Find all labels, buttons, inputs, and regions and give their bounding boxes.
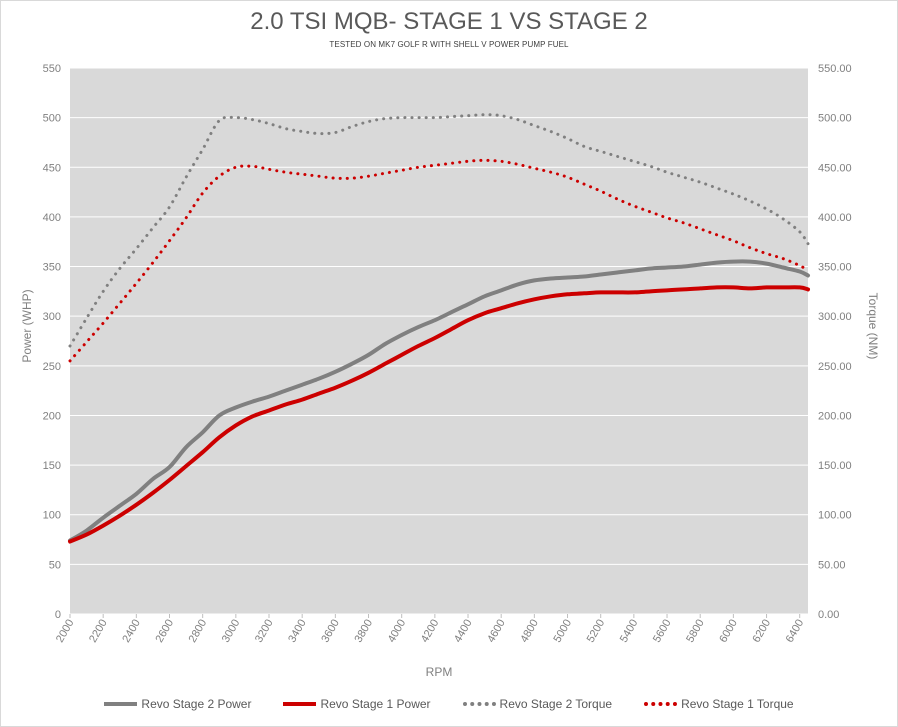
x-tick-label: 2000 (54, 618, 77, 645)
chart-subtitle: TESTED ON MK7 GOLF R WITH SHELL V POWER … (329, 40, 569, 49)
series-stage1-power (68, 285, 810, 544)
legend-swatch-stage1-power (283, 702, 317, 706)
legend-label-stage2-torque: Revo Stage 2 Torque (499, 697, 613, 711)
series-stage2-torque (68, 113, 810, 348)
plot-area (70, 68, 808, 614)
y-tick-label: 100 (43, 510, 61, 522)
x-tick-label: 4400 (452, 618, 475, 645)
y-tick-labels: 0 50 100 150 200 250 300 350 400 450 500 550 (43, 63, 61, 621)
x-tick-label: 3200 (253, 618, 276, 645)
y2-tick-labels: 0.00 50.00 100.00 150.00 200.00 250.00 300.00 3… (818, 63, 852, 621)
y-tick-label: 500 (43, 113, 61, 125)
x-tick-label: 5600 (651, 618, 674, 645)
x-tick-label: 2200 (87, 618, 110, 645)
y2-axis-title: Torque (NM) (866, 293, 880, 360)
y2-tick-label: 50.00 (818, 559, 846, 571)
y2-tick-label: 550.00 (818, 63, 852, 75)
x-tick-label: 6400 (784, 618, 807, 645)
x-tick-label: 5800 (684, 618, 707, 645)
y-tick-label: 200 (43, 410, 61, 422)
legend-label-stage1-power: Revo Stage 1 Power (320, 697, 431, 711)
x-tick-label: 6000 (717, 618, 740, 645)
legend-swatch-stage2-torque (462, 702, 496, 706)
y-tick-label: 150 (43, 460, 61, 472)
y2-tick-label: 450.00 (818, 162, 852, 174)
x-tick-label: 4000 (386, 618, 409, 645)
y2-tick-label: 400.00 (818, 212, 852, 224)
y2-tick-label: 300.00 (818, 311, 852, 323)
y-tick-label: 350 (43, 262, 61, 274)
x-tick-label: 5200 (585, 618, 608, 645)
y-tick-label: 0 (55, 609, 61, 621)
x-tick-label: 3600 (319, 618, 342, 645)
x-tick-labels: 2000 2200 2400 2600 2800 3000 3200 3400 3600 3800… (54, 614, 806, 645)
legend-label-stage1-torque: Revo Stage 1 Torque (681, 697, 794, 711)
x-tick-label: 6200 (751, 618, 774, 645)
y-tick-label: 550 (43, 63, 61, 75)
x-tick-label: 3800 (352, 618, 375, 645)
y2-tick-label: 200.00 (818, 410, 852, 422)
x-tick-label: 4200 (419, 618, 442, 645)
chart-title: 2.0 TSI MQB- STAGE 1 VS STAGE 2 (250, 8, 648, 35)
y-tick-label: 400 (43, 212, 61, 224)
legend-label-stage2-power: Revo Stage 2 Power (141, 697, 252, 711)
y2-tick-label: 0.00 (818, 609, 839, 621)
x-tick-label: 2400 (120, 618, 143, 645)
series-stage1-torque (68, 158, 810, 363)
x-tick-label: 2600 (153, 618, 176, 645)
legend: Revo Stage 2 Power Revo Stage 1 Power Re… (0, 697, 898, 711)
y2-tick-label: 100.00 (818, 510, 852, 522)
y-tick-label: 450 (43, 162, 61, 174)
series-lines (68, 113, 810, 544)
x-tick-label: 2800 (187, 618, 210, 645)
legend-item-stage2-torque: Revo Stage 2 Torque (462, 697, 613, 711)
x-tick-label: 5000 (551, 618, 574, 645)
y2-tick-label: 350.00 (818, 262, 852, 274)
y-axis-title: Power (WHP) (20, 289, 34, 362)
x-tick-label: 3400 (286, 618, 309, 645)
legend-item-stage1-power: Revo Stage 1 Power (283, 697, 431, 711)
x-tick-label: 4800 (518, 618, 541, 645)
y2-tick-label: 500.00 (818, 113, 852, 125)
y2-tick-label: 250.00 (818, 361, 852, 373)
legend-item-stage1-torque: Revo Stage 1 Torque (644, 697, 794, 711)
y-tick-label: 250 (43, 361, 61, 373)
legend-swatch-stage1-torque (644, 702, 678, 706)
x-tick-label: 3000 (220, 618, 243, 645)
y-tick-label: 300 (43, 311, 61, 323)
legend-swatch-stage2-power (104, 702, 138, 706)
y2-tick-label: 150.00 (818, 460, 852, 472)
series-stage2-power (68, 259, 810, 543)
x-tick-label: 4600 (485, 618, 508, 645)
x-tick-label: 5400 (618, 618, 641, 645)
legend-item-stage2-power: Revo Stage 2 Power (104, 697, 251, 711)
x-axis-title: RPM (426, 665, 453, 679)
y-tick-label: 50 (49, 559, 61, 571)
